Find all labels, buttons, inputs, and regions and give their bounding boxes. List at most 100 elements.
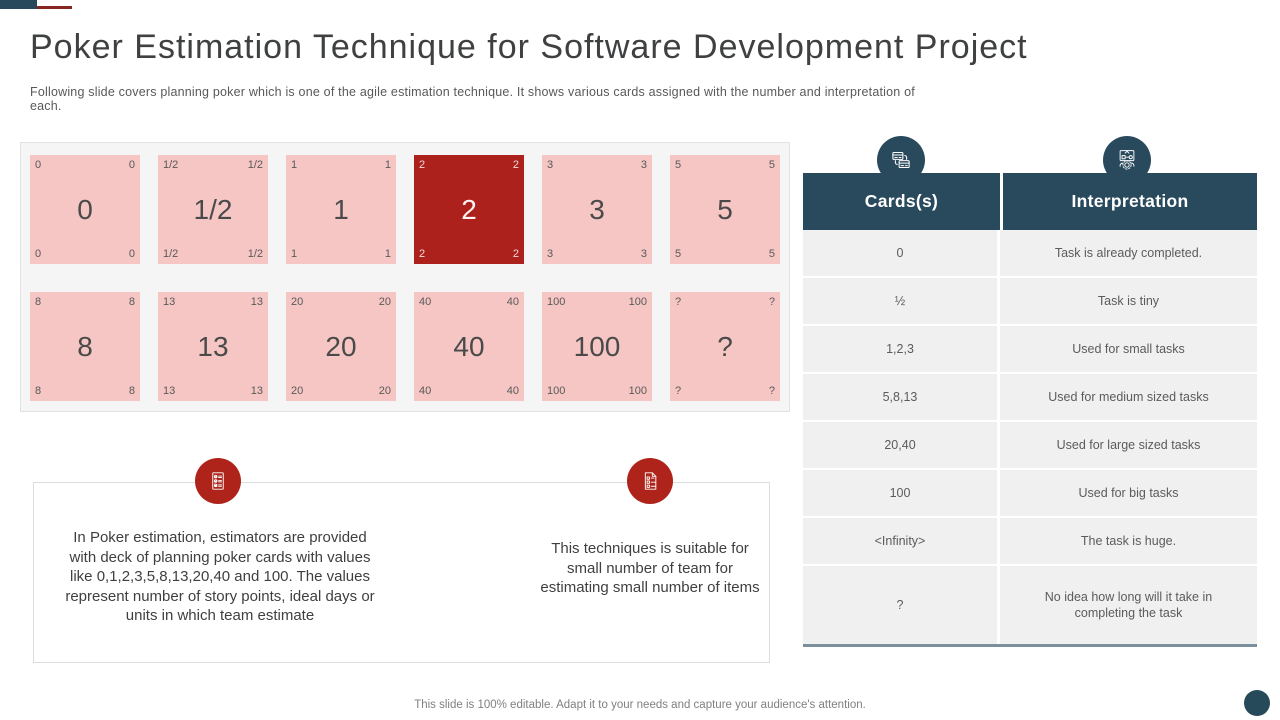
poker-card-value: 40	[453, 330, 485, 362]
poker-card-value: ?	[717, 330, 733, 362]
table-cell-interpretation: The task is huge.	[1080, 534, 1177, 548]
poker-card: ? ? ? ? ?	[670, 292, 780, 401]
poker-card-value: 3	[589, 193, 605, 225]
document-checklist-icon	[627, 458, 673, 504]
table-cell-card: 5,8,13	[803, 374, 1000, 420]
footer-note: This slide is 100% editable. Adapt it to…	[414, 699, 866, 711]
table-row: 0 Task is already completed.	[803, 230, 1257, 278]
poker-card: 13 13 13 13 13	[158, 292, 268, 401]
table-cell-card: 0	[803, 230, 1000, 276]
table-cell-interpretation: Task is already completed.	[1054, 246, 1203, 260]
poker-card-corner-value: 40	[506, 385, 519, 397]
page-title: Poker Estimation Technique for Software …	[30, 28, 1028, 66]
table-row: <Infinity> The task is huge.	[803, 518, 1257, 566]
poker-card-corner-value: ?	[675, 296, 682, 308]
page-subtitle: Following slide covers planning poker wh…	[30, 85, 915, 113]
poker-card-corner-value: 13	[163, 296, 176, 308]
poker-card-corner-value: 100	[628, 385, 647, 397]
poker-card-corner-value: 20	[291, 385, 304, 397]
table-cell-interpretation: Used for big tasks	[1078, 486, 1179, 500]
poker-card-corner-value: 5	[675, 159, 682, 171]
poker-card-corner-value: 13	[163, 385, 176, 397]
poker-card-value: 5	[717, 193, 733, 225]
poker-card-corner-value: 40	[419, 296, 432, 308]
poker-card-corner-value: 100	[547, 296, 566, 308]
poker-card: 1 1 1 1 1	[286, 155, 396, 264]
poker-card-corner-value: 0	[35, 248, 42, 260]
table-header: Cards(s) Interpretation	[803, 173, 1257, 230]
poker-card-grid: 0 0 0 0 0 1/2 1/2 1/2 1/2 1/2 1 1 1 1 1 …	[30, 155, 780, 401]
poker-card-corner-value: 3	[547, 159, 554, 171]
poker-card-corner-value: 5	[768, 159, 775, 171]
poker-card-value: 0	[77, 193, 93, 225]
poker-card-corner-value: 2	[512, 248, 519, 260]
poker-card: 5 5 5 5 5	[670, 155, 780, 264]
poker-card-corner-value: ?	[768, 385, 775, 397]
table-cell-interpretation: Task is tiny	[1097, 294, 1160, 308]
poker-card-value: 20	[325, 330, 357, 362]
table-row: ? No idea how long will it take in compl…	[803, 566, 1257, 644]
poker-cards-panel: 0 0 0 0 0 1/2 1/2 1/2 1/2 1/2 1 1 1 1 1 …	[20, 142, 790, 412]
interpretation-table: Cards(s) Interpretation 0 Task is alread…	[803, 173, 1257, 647]
interpretation-table-body: 0 Task is already completed. ½ Task is t…	[803, 230, 1257, 647]
poker-card-corner-value: 8	[128, 385, 135, 397]
poker-card-corner-value: 5	[675, 248, 682, 260]
poker-card-corner-value: ?	[675, 385, 682, 397]
poker-card-corner-value: 40	[419, 385, 432, 397]
poker-card: 2 2 2 2 2	[414, 155, 524, 264]
software-config-icon	[1103, 136, 1151, 184]
poker-card: 100 100 100 100 100	[542, 292, 652, 401]
cards-exchange-icon	[877, 136, 925, 184]
poker-card-corner-value: 40	[506, 296, 519, 308]
table-cell-card: ?	[803, 566, 1000, 644]
poker-card-corner-value: 20	[291, 296, 304, 308]
table-cell-interpretation: Used for large sized tasks	[1056, 438, 1201, 452]
poker-card-corner-value: 20	[378, 385, 391, 397]
poker-card-corner-value: 100	[547, 385, 566, 397]
poker-card-value: 13	[197, 330, 229, 362]
table-row: ½ Task is tiny	[803, 278, 1257, 326]
table-cell-interpretation: Used for small tasks	[1072, 342, 1185, 356]
poker-card-corner-value: 0	[128, 159, 135, 171]
poker-card-corner-value: 2	[512, 159, 519, 171]
poker-card-corner-value: 1/2	[163, 159, 179, 171]
checklist-icon	[195, 458, 241, 504]
poker-card-corner-value: 1/2	[247, 159, 263, 171]
poker-card: 3 3 3 3 3	[542, 155, 652, 264]
poker-card-value: 1	[333, 193, 349, 225]
poker-card-corner-value: 13	[250, 296, 263, 308]
table-row: 100 Used for big tasks	[803, 470, 1257, 518]
footer-dot	[1244, 690, 1270, 716]
poker-card-corner-value: 5	[768, 248, 775, 260]
notes-box	[33, 482, 770, 663]
poker-card-corner-value: 100	[628, 296, 647, 308]
table-row: 20,40 Used for large sized tasks	[803, 422, 1257, 470]
poker-card: 8 8 8 8 8	[30, 292, 140, 401]
note-text-left: In Poker estimation, estimators are prov…	[65, 529, 375, 624]
table-cell-card: ½	[803, 278, 1000, 324]
table-row: 5,8,13 Used for medium sized tasks	[803, 374, 1257, 422]
poker-card: 0 0 0 0 0	[30, 155, 140, 264]
poker-card-corner-value: 3	[547, 248, 554, 260]
poker-card-corner-value: 2	[419, 159, 426, 171]
poker-card-corner-value: 0	[35, 159, 42, 171]
poker-card: 1/2 1/2 1/2 1/2 1/2	[158, 155, 268, 264]
table-row: 1,2,3 Used for small tasks	[803, 326, 1257, 374]
poker-card-value: 8	[77, 330, 93, 362]
poker-card-corner-value: 1/2	[247, 248, 263, 260]
table-cell-card: <Infinity>	[803, 518, 1000, 564]
poker-card-corner-value: 3	[640, 159, 647, 171]
table-cell-card: 100	[803, 470, 1000, 516]
table-cell-interpretation: No idea how long will it take in complet…	[1044, 590, 1213, 620]
poker-card-corner-value: 8	[128, 296, 135, 308]
table-cell-card: 20,40	[803, 422, 1000, 468]
poker-card-corner-value: 0	[128, 248, 135, 260]
poker-card-corner-value: 8	[35, 385, 42, 397]
corner-accent-bar	[0, 0, 37, 9]
poker-card-corner-value: 20	[378, 296, 391, 308]
poker-card-value: 1/2	[193, 193, 233, 225]
poker-card-corner-value: 1	[384, 159, 391, 171]
poker-card-corner-value: 1	[291, 159, 298, 171]
poker-card-corner-value: ?	[768, 296, 775, 308]
